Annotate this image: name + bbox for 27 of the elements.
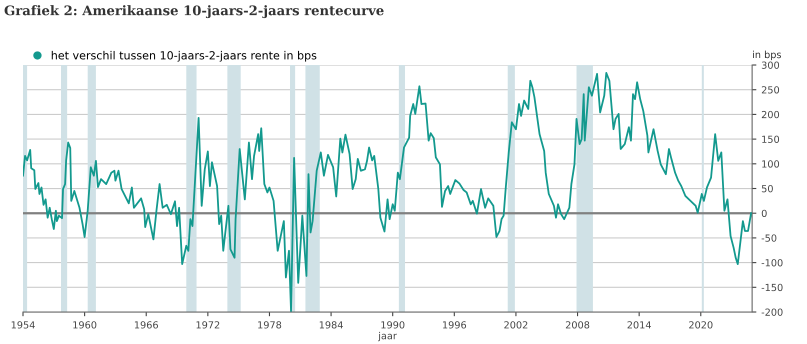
- x-tick-label: 1996: [443, 321, 466, 329]
- x-tick-label: 1978: [258, 321, 282, 329]
- chart-title: Grafiek 2: Amerikaanse 10-jaars-2-jaars rentecurve: [4, 5, 384, 18]
- y-tick-label: 100: [762, 160, 780, 168]
- x-tick-label: 2014: [628, 321, 651, 329]
- y-tick-label: 250: [762, 86, 780, 94]
- y-tick-label: -200: [762, 308, 783, 316]
- x-tick-label: 1960: [73, 321, 96, 329]
- x-tick-label: 1984: [320, 321, 343, 329]
- x-tick-label: 1990: [381, 321, 404, 329]
- x-tick-label: 2020: [689, 321, 713, 329]
- y-tick-label: -100: [762, 259, 783, 266]
- legend-label: het verschil tussen 10-jaars-2-jaars rente in bps: [52, 50, 316, 62]
- x-tick-label: 1972: [196, 321, 220, 329]
- y-tick-label: -150: [762, 284, 783, 292]
- y-tick-label: 300: [762, 61, 780, 69]
- y-tick-label: 150: [762, 136, 780, 143]
- y-tick-label: 50: [762, 184, 773, 192]
- x-tick-label: 1954: [12, 321, 35, 329]
- y-axis-title: in bps: [753, 50, 782, 60]
- y-tick-label: 0: [762, 210, 767, 218]
- x-tick-label: 2002: [504, 321, 528, 329]
- y-tick-label: 200: [762, 110, 780, 118]
- x-tick-label: 1966: [134, 321, 158, 329]
- x-tick-label: 2008: [566, 321, 590, 329]
- y-tick-label: -50: [762, 234, 776, 242]
- x-axis-title: jaar: [378, 332, 397, 342]
